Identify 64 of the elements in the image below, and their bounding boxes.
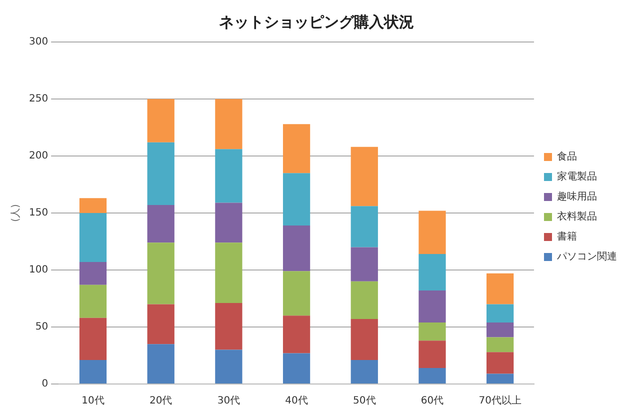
- bar: [79, 213, 107, 262]
- bar: [79, 262, 107, 285]
- bar: [215, 149, 242, 203]
- bar: [215, 99, 242, 150]
- legend-label: 書籍: [557, 230, 577, 243]
- bar: [79, 360, 107, 384]
- bar: [215, 303, 242, 350]
- bar: [147, 205, 174, 243]
- x-tick-label: 40代: [285, 396, 308, 407]
- bar: [418, 368, 446, 384]
- x-tick-label: 10代: [82, 396, 104, 407]
- legend-label: 趣味用品: [557, 190, 597, 203]
- bar: [418, 290, 446, 322]
- legend-label: 食品: [557, 150, 577, 163]
- x-tick-label: 60代: [420, 396, 444, 407]
- x-tick-label: 30代: [217, 396, 240, 407]
- bar: [147, 304, 174, 344]
- y-tick-label: 0: [42, 378, 48, 390]
- bar: [418, 210, 446, 254]
- legend-label: 家電製品: [557, 170, 597, 183]
- legend-label: 衣料製品: [557, 210, 597, 223]
- bar: [350, 360, 378, 384]
- bar: [350, 319, 378, 360]
- bar: [418, 340, 446, 368]
- bar: [215, 202, 242, 243]
- bar: [147, 344, 174, 384]
- bar: [350, 146, 378, 206]
- bar: [282, 353, 310, 384]
- bar: [418, 254, 446, 291]
- bar: [282, 271, 310, 316]
- bar: [282, 226, 310, 272]
- bar: [215, 242, 242, 304]
- bar: [147, 142, 174, 206]
- x-tick-label: 50代: [353, 396, 376, 407]
- x-tick-label: 70代以上: [478, 394, 522, 407]
- y-tick-label: 150: [28, 208, 48, 219]
- bar: [215, 350, 242, 384]
- bar: [79, 284, 107, 318]
- chart-title: ネットショッピング購入状況: [219, 12, 414, 31]
- y-tick-label: 200: [28, 150, 48, 162]
- bar: [486, 374, 514, 384]
- bar: [79, 198, 107, 213]
- bar: [350, 206, 378, 248]
- y-tick-label: 100: [28, 264, 48, 276]
- bar: [486, 337, 514, 352]
- bar: [147, 242, 174, 304]
- bar: [282, 316, 310, 354]
- y-axis-title: (人): [10, 204, 22, 222]
- bar: [282, 124, 310, 174]
- y-tick-label: 250: [28, 94, 48, 105]
- bar: [486, 352, 514, 374]
- bar: [350, 281, 378, 320]
- bar: [282, 173, 310, 226]
- bar: [418, 322, 446, 341]
- bar: [147, 99, 174, 142]
- bar: [486, 322, 514, 338]
- legend-label: パソコン関連: [556, 250, 617, 263]
- bar: [486, 273, 514, 304]
- y-tick-label: 50: [35, 322, 48, 333]
- bar: [79, 318, 107, 360]
- bar: [350, 247, 378, 282]
- y-tick-label: 300: [28, 36, 48, 48]
- bar: [486, 304, 514, 322]
- x-tick-label: 20代: [149, 396, 172, 407]
